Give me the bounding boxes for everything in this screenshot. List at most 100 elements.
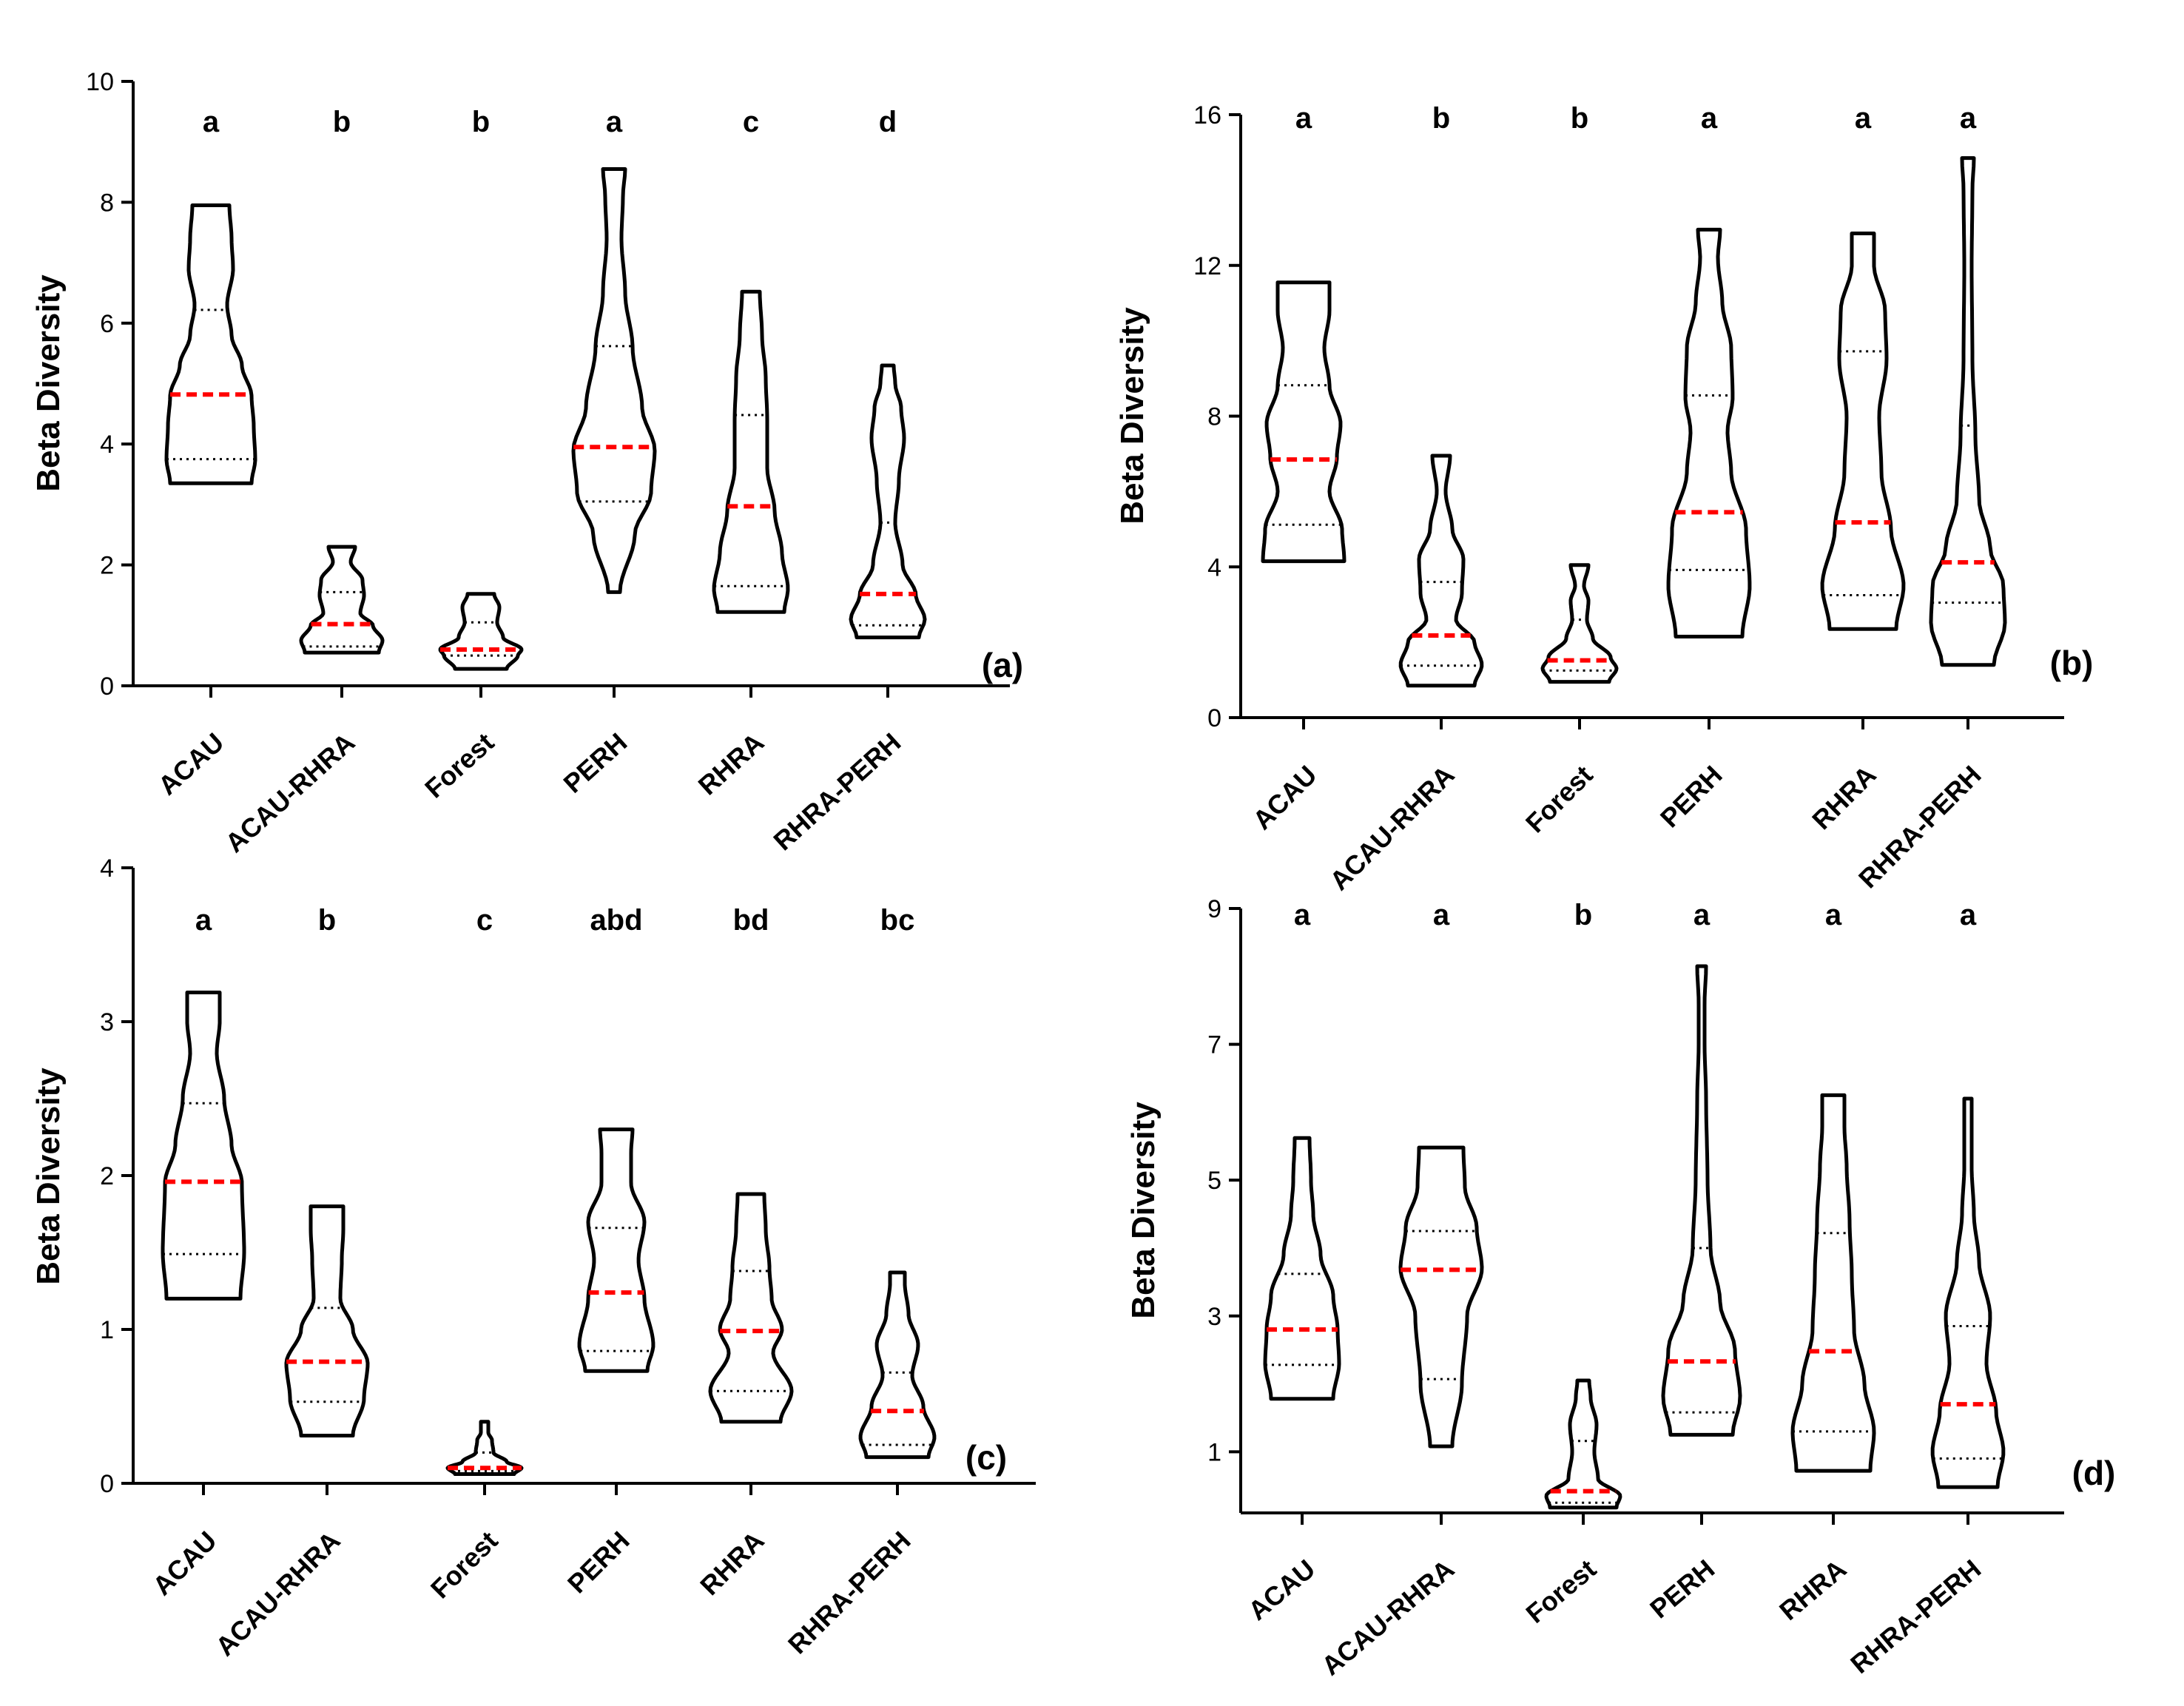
significance-letter: b	[1574, 899, 1592, 931]
y-tick-label: 3	[100, 1008, 114, 1036]
violin-body	[445, 1420, 524, 1476]
significance-letter: a	[1295, 102, 1312, 135]
panel-d: 1 3 5 7 9 Beta Diversity (d) ACAU a ACAU-RHRA a For…	[1125, 895, 2115, 1682]
x-category-label: ACAU-RHRA	[219, 726, 360, 858]
x-category-label: ACAU	[1242, 1554, 1321, 1626]
significance-letter: d	[879, 106, 897, 138]
significance-letter: a	[1701, 102, 1718, 135]
x-category-label: ACAU-RHRA	[1324, 760, 1460, 897]
x-category-label: PERH	[1644, 1554, 1720, 1625]
y-tick-label: 7	[1207, 1031, 1221, 1059]
panel-label: (a)	[982, 646, 1023, 684]
panel-a: 0 2 4 6 8 10 Beta Diversity (a) ACAU a ACAU-RHRA b F…	[30, 68, 1023, 858]
significance-letter: a	[203, 106, 220, 138]
violin-body	[1929, 156, 2007, 667]
x-category-label: Forest	[1520, 1554, 1602, 1629]
significance-letter: b	[318, 904, 336, 937]
significance-letter: b	[1432, 102, 1450, 135]
violin-body	[1661, 964, 1742, 1437]
x-category-label: ACAU-RHRA	[209, 1525, 346, 1662]
violin-body	[1544, 1378, 1622, 1510]
y-axis-title: Beta Diversity	[30, 274, 67, 492]
significance-letter: a	[1960, 102, 1977, 135]
y-tick-label: 8	[100, 189, 114, 217]
significance-letter: a	[606, 106, 623, 138]
y-tick-label: 4	[100, 431, 114, 459]
violin-body	[1930, 1096, 2006, 1489]
violin-body	[164, 203, 257, 485]
violin-body	[1398, 1145, 1484, 1449]
y-tick-label: 0	[100, 672, 114, 701]
violin-body	[161, 991, 246, 1301]
violin-body	[1398, 454, 1484, 688]
x-category-label: RHRA	[694, 1525, 770, 1602]
panel-label: (d)	[2072, 1454, 2116, 1492]
significance-letter: b	[333, 106, 351, 138]
violin-body	[858, 1270, 937, 1460]
x-category-label: RHRA-PERH	[1844, 1554, 1986, 1679]
violin-body	[1540, 563, 1619, 684]
y-tick-label: 16	[1193, 101, 1221, 129]
significance-letter: b	[1571, 102, 1588, 135]
significance-letter: a	[1294, 899, 1311, 931]
x-category-label: RHRA	[1773, 1554, 1852, 1626]
violin-body	[1790, 1093, 1876, 1473]
y-tick-label: 0	[100, 1470, 114, 1498]
significance-letter: bc	[880, 904, 915, 937]
y-tick-label: 4	[1207, 553, 1221, 581]
violin-body	[708, 1192, 794, 1424]
violin-body	[571, 167, 657, 594]
significance-letter: a	[1693, 899, 1711, 931]
x-category-label: ACAU-RHRA	[1315, 1554, 1460, 1682]
significance-letter: b	[472, 106, 490, 138]
violin-body	[299, 544, 385, 655]
x-category-label: RHRA-PERH	[767, 726, 906, 856]
y-tick-label: 3	[1207, 1303, 1221, 1331]
violin-body	[1261, 280, 1347, 564]
x-category-label: ACAU	[1247, 760, 1323, 836]
y-tick-label: 2	[100, 552, 114, 580]
y-tick-label: 0	[1207, 704, 1221, 732]
significance-letter: a	[1855, 102, 1872, 135]
x-category-label: Forest	[419, 726, 499, 803]
violin-body	[438, 592, 524, 671]
x-category-label: RHRA	[1806, 760, 1882, 836]
y-tick-label: 2	[100, 1162, 114, 1190]
significance-letter: a	[1433, 899, 1450, 931]
x-category-label: ACAU	[146, 1525, 223, 1602]
violin-body	[577, 1127, 655, 1373]
violin-body	[1820, 232, 1906, 631]
x-category-label: PERH	[562, 1525, 636, 1599]
x-category-label: RHRA	[692, 726, 770, 800]
y-tick-label: 6	[100, 310, 114, 338]
violin-body	[284, 1204, 370, 1437]
panel-label: (b)	[2050, 644, 2094, 682]
y-tick-label: 12	[1193, 252, 1221, 280]
panel-b: 0 4 8 12 16 Beta Diversity (b) ACAU a ACAU-RHRA b F…	[1114, 101, 2093, 896]
y-axis-title: Beta Diversity	[1114, 307, 1150, 525]
significance-letter: a	[1960, 899, 1977, 931]
x-category-label: Forest	[1520, 760, 1599, 839]
y-tick-label: 9	[1207, 895, 1221, 923]
violin-body	[1666, 227, 1752, 638]
y-tick-label: 8	[1207, 403, 1221, 431]
significance-letter: bd	[733, 904, 769, 937]
y-axis-title: Beta Diversity	[30, 1068, 67, 1285]
significance-letter: abd	[590, 904, 642, 937]
significance-letter: c	[476, 904, 493, 937]
panel-c: 0 1 2 3 4 Beta Diversity (c) ACAU a ACAU-RHRA b For…	[30, 854, 1036, 1662]
y-tick-label: 1	[1207, 1438, 1221, 1466]
panel-label: (c)	[965, 1438, 1007, 1477]
x-category-label: ACAU	[152, 726, 230, 800]
violin-body	[849, 363, 927, 640]
x-category-label: Forest	[425, 1525, 504, 1605]
y-tick-label: 10	[86, 68, 114, 96]
violin-body	[712, 289, 790, 614]
x-category-label: PERH	[558, 726, 633, 798]
y-tick-label: 4	[100, 854, 114, 883]
x-category-label: RHRA-PERH	[782, 1525, 917, 1660]
significance-letter: a	[1825, 899, 1842, 931]
y-tick-label: 1	[100, 1316, 114, 1344]
x-category-label: PERH	[1654, 760, 1728, 834]
